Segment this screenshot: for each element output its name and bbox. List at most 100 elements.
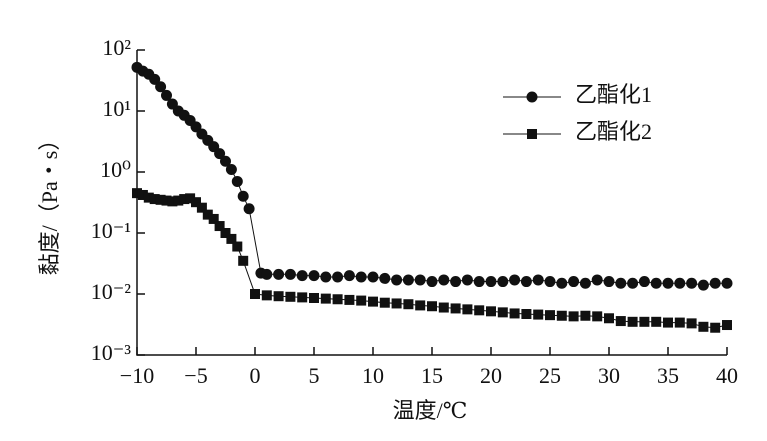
marker [415, 300, 426, 311]
marker [639, 316, 650, 327]
marker [674, 317, 685, 328]
x-tick-label: 20 [480, 363, 502, 388]
marker [379, 297, 390, 308]
marker [627, 316, 638, 327]
marker [461, 274, 473, 286]
marker [486, 306, 496, 317]
marker [231, 175, 243, 187]
marker [520, 276, 532, 288]
marker [638, 276, 650, 288]
marker [697, 279, 709, 291]
y-axis-label: 黏度/（Pa・s） [37, 129, 62, 276]
marker [167, 196, 178, 207]
x-axis-label: 温度/℃ [393, 398, 468, 423]
marker [450, 303, 461, 314]
marker [627, 277, 639, 289]
y-tick-label: 10⁻³ [91, 340, 132, 365]
marker [427, 301, 437, 312]
marker [485, 276, 497, 288]
marker [220, 155, 231, 167]
marker [568, 311, 579, 322]
legend-label: 乙酯化2 [575, 119, 652, 144]
y-tick-label: 10¹ [102, 96, 131, 121]
marker [343, 270, 355, 282]
x-tick-label: 10 [362, 363, 384, 388]
marker [473, 276, 485, 288]
marker [651, 316, 662, 327]
marker [403, 299, 414, 310]
marker [214, 148, 226, 160]
marker [232, 241, 243, 252]
marker [391, 298, 402, 309]
marker [137, 189, 148, 200]
x-tick-label: 0 [250, 363, 261, 388]
marker [202, 209, 213, 220]
marker [225, 163, 237, 175]
marker [161, 89, 172, 101]
marker [132, 188, 142, 199]
x-tick-label: −5 [184, 363, 207, 388]
marker [709, 277, 721, 289]
marker [191, 197, 201, 208]
marker [533, 309, 544, 320]
marker [591, 274, 603, 286]
marker [196, 202, 207, 213]
marker [402, 274, 414, 286]
marker [556, 310, 567, 321]
marker [320, 293, 331, 304]
legend-marker [526, 91, 538, 103]
marker [226, 233, 237, 244]
marker [238, 255, 249, 266]
marker [155, 194, 166, 205]
x-tick-label: 35 [657, 363, 679, 388]
marker [220, 228, 231, 238]
marker [273, 291, 284, 302]
marker [179, 194, 190, 205]
y-tick-label: 10⁻¹ [91, 218, 131, 243]
marker [296, 270, 308, 282]
marker [615, 316, 626, 327]
marker [414, 274, 426, 286]
marker [663, 317, 673, 328]
marker [497, 307, 508, 318]
marker [686, 277, 698, 289]
marker [497, 276, 509, 288]
marker [615, 277, 627, 289]
marker [426, 276, 438, 288]
y-tick-label: 10⁻² [91, 279, 132, 304]
marker [237, 190, 249, 202]
y-tick-label: 10⁰ [100, 157, 131, 182]
marker [379, 272, 391, 284]
marker [285, 291, 296, 302]
marker [545, 310, 555, 321]
marker [722, 320, 732, 331]
y-tick-label: 10² [102, 35, 131, 60]
marker [344, 294, 355, 305]
x-tick-label: 15 [421, 363, 443, 388]
marker [332, 294, 343, 305]
x-tick-label: 40 [716, 363, 738, 388]
x-tick-label: −10 [120, 363, 154, 388]
marker [532, 274, 544, 286]
marker [355, 271, 367, 283]
marker [556, 277, 568, 289]
marker [173, 195, 184, 206]
marker [544, 276, 556, 288]
marker [521, 309, 532, 320]
marker [261, 268, 273, 280]
marker [143, 192, 154, 203]
marker [308, 270, 320, 282]
marker [367, 271, 379, 283]
marker [368, 296, 378, 307]
marker [674, 277, 686, 289]
marker [155, 81, 167, 93]
legend-label: 乙酯化1 [575, 82, 652, 107]
marker [356, 295, 367, 306]
marker [710, 322, 721, 333]
marker [149, 194, 160, 205]
marker [284, 268, 296, 280]
marker [462, 304, 473, 315]
marker [438, 274, 450, 286]
marker [273, 268, 285, 280]
